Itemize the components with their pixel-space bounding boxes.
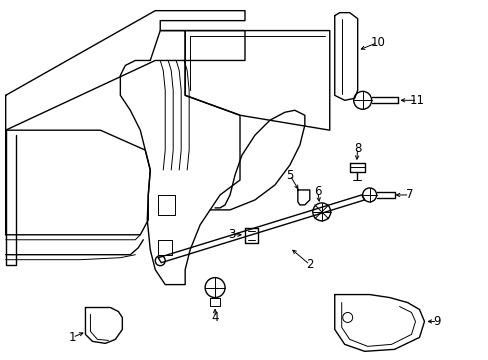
Text: 2: 2 [305, 258, 313, 271]
Text: 3: 3 [228, 228, 235, 241]
Text: 1: 1 [69, 331, 76, 344]
Text: 8: 8 [353, 141, 361, 155]
Text: 9: 9 [433, 315, 440, 328]
Text: 6: 6 [313, 185, 321, 198]
Text: 7: 7 [405, 188, 412, 202]
Text: 11: 11 [409, 94, 424, 107]
Text: 5: 5 [285, 168, 293, 181]
Text: 4: 4 [211, 311, 219, 324]
Text: 10: 10 [369, 36, 384, 49]
